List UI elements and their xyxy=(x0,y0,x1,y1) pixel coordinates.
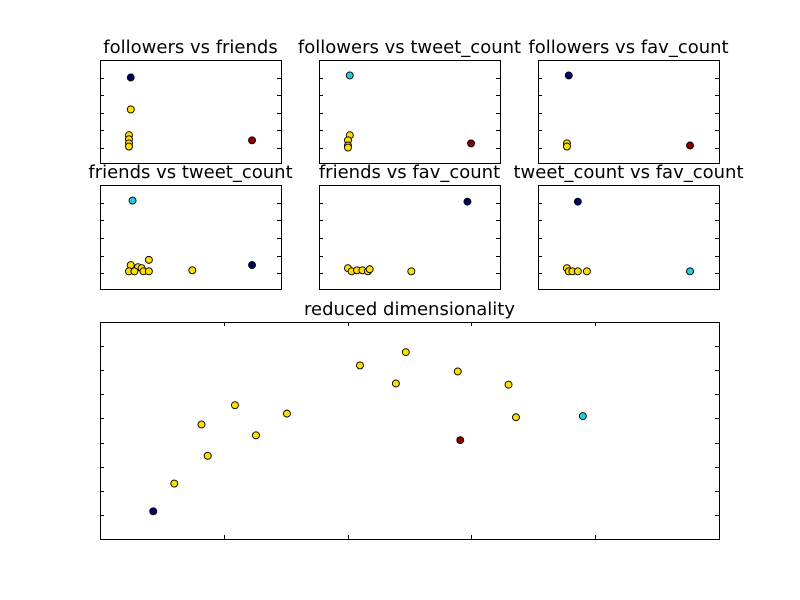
data-point xyxy=(144,255,153,264)
data-point xyxy=(401,348,410,357)
data-point xyxy=(456,436,465,445)
data-point xyxy=(126,105,135,114)
plot-title: followers vs tweet_count xyxy=(298,37,521,58)
scatter-plot-3: followers vs fav_count xyxy=(528,37,729,164)
axes-frame xyxy=(100,322,720,540)
scatter-plot-5: friends vs fav_count xyxy=(319,162,501,290)
data-point xyxy=(344,143,352,152)
data-point xyxy=(345,71,354,80)
data-point xyxy=(230,401,239,410)
data-point xyxy=(686,141,694,150)
data-point xyxy=(391,379,400,388)
plot-title: friends vs tweet_count xyxy=(88,162,292,183)
plot-title: reduced dimensionality xyxy=(304,299,515,320)
plot-title: tweet_count vs fav_count xyxy=(513,162,743,183)
plot-title: followers vs friends xyxy=(103,37,277,58)
data-point xyxy=(248,136,256,145)
data-point xyxy=(573,197,582,206)
data-point xyxy=(197,420,206,429)
data-point xyxy=(573,267,582,276)
data-point xyxy=(126,73,135,82)
scatter-plot-7: reduced dimensionality xyxy=(100,299,720,540)
data-point xyxy=(463,197,472,206)
data-point xyxy=(125,142,133,151)
plot-title: friends vs fav_count xyxy=(319,162,500,183)
data-point xyxy=(407,267,416,276)
data-point xyxy=(686,267,694,276)
data-point xyxy=(356,361,364,370)
data-point xyxy=(252,431,260,440)
data-point xyxy=(248,261,256,270)
data-point xyxy=(188,266,197,275)
data-point xyxy=(504,380,513,389)
data-point xyxy=(467,139,475,148)
data-point xyxy=(149,507,158,516)
data-point xyxy=(512,413,520,422)
data-point xyxy=(564,71,573,80)
data-point xyxy=(582,267,591,276)
data-point xyxy=(282,409,291,418)
data-point xyxy=(203,451,212,460)
data-point xyxy=(563,142,571,151)
plot-title: followers vs fav_count xyxy=(528,37,728,58)
data-point xyxy=(144,267,153,276)
scatter-plot-1: followers vs friends xyxy=(100,37,282,164)
scatter-plot-4: friends vs tweet_count xyxy=(88,162,293,290)
scatter-plot-2: followers vs tweet_count xyxy=(298,37,521,164)
data-point xyxy=(578,412,587,420)
data-point xyxy=(365,265,374,274)
data-point xyxy=(130,267,139,276)
scatter-plot-6: tweet_count vs fav_count xyxy=(513,162,744,290)
data-point xyxy=(128,196,137,205)
data-point xyxy=(453,367,462,376)
data-point xyxy=(170,479,179,488)
